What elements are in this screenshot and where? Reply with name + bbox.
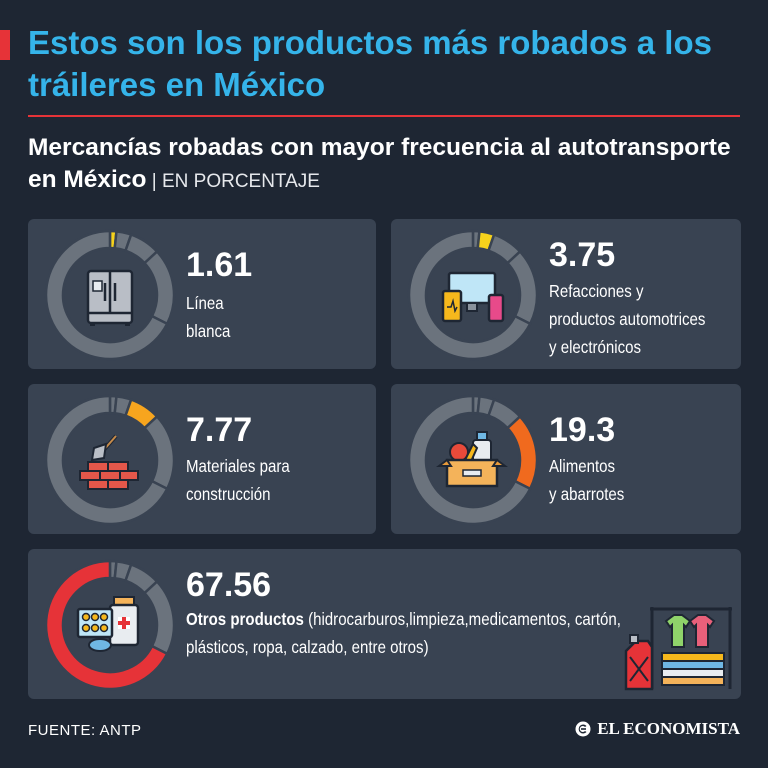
label-alimentos: Alimentos y abarrotes <box>549 456 625 504</box>
label-otros-strong: Otros productos <box>186 609 304 629</box>
donut-chart-linea-blanca <box>44 229 176 361</box>
card-alimentos: 19.3 Alimentos y abarrotes <box>391 384 741 534</box>
label-linea-blanca: Línea blanca <box>186 293 231 341</box>
donut-chart-otros <box>44 559 176 691</box>
value-linea-blanca: 1.61 <box>186 246 253 284</box>
chart-subtitle: Mercancías robadas con mayor frecuencia … <box>28 132 748 198</box>
value-otros: 67.56 <box>186 566 272 604</box>
donut-slice-alimentos-4 <box>505 414 539 491</box>
donut-slice-refacciones-4 <box>505 249 539 326</box>
title-divider <box>28 115 740 117</box>
donut-slice-otros-5 <box>44 559 169 691</box>
subtitle-unit: EN PORCENTAJE <box>161 171 320 192</box>
brand-name: EL ECONOMISTA <box>597 719 740 738</box>
donut-chart-materiales <box>44 394 176 526</box>
value-refacciones: 3.75 <box>549 236 616 274</box>
subtitle-separator: | <box>146 171 162 192</box>
page-title: Estos son los productos más robados a lo… <box>28 24 712 103</box>
label-refacciones: Refacciones y productos automotrices y e… <box>549 281 706 357</box>
donut-slice-materiales-4 <box>142 414 176 491</box>
source-note: FUENTE: ANTP <box>28 722 142 739</box>
brand-logo: EL ECONOMISTA <box>575 719 740 739</box>
donut-chart-refacciones <box>407 229 539 361</box>
donut-slice-refacciones-5 <box>407 229 532 361</box>
label-otros-detail-line2: plásticos, ropa, calzado, entre otros) <box>186 637 429 657</box>
donut-slice-alimentos-5 <box>407 394 532 526</box>
label-otros-detail: (hidrocarburos,limpieza,medicamentos, ca… <box>303 609 621 629</box>
medicines-icon <box>76 596 140 652</box>
donut-slice-otros-4 <box>142 579 176 656</box>
donut-slice-materiales-5 <box>44 394 169 526</box>
groceries-box-icon <box>436 431 508 488</box>
title-accent-bar <box>0 30 10 60</box>
el-economista-logo-icon <box>575 721 591 737</box>
value-materiales: 7.77 <box>186 411 253 449</box>
label-materiales: Materiales para construcción <box>186 456 290 504</box>
subtitle-main: Mercancías robadas con mayor frecuencia … <box>28 134 731 193</box>
refrigerator-icon <box>86 269 134 326</box>
card-otros: 67.56 Otros productos (hidrocarburos,lim… <box>28 549 741 699</box>
label-otros: Otros productos (hidrocarburos,limpieza,… <box>186 605 621 661</box>
card-linea-blanca: 1.61 Línea blanca <box>28 219 376 369</box>
donut-slice-linea-blanca-5 <box>44 229 169 361</box>
electronics-icon <box>441 271 505 323</box>
donut-slice-linea-blanca-4 <box>142 249 176 326</box>
clothes-and-fuel-can-icon <box>624 607 732 691</box>
bricks-icon <box>79 434 139 490</box>
donut-chart-alimentos <box>407 394 539 526</box>
card-refacciones: 3.75 Refacciones y productos automotrice… <box>391 219 741 369</box>
value-alimentos: 19.3 <box>549 411 616 449</box>
card-materiales: 7.77 Materiales para construcción <box>28 384 376 534</box>
